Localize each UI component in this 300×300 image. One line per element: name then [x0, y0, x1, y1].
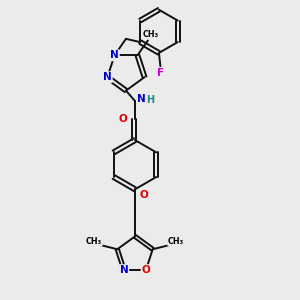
Text: N: N — [137, 94, 146, 104]
Text: O: O — [142, 265, 150, 275]
Text: N: N — [110, 50, 119, 60]
Text: CH₃: CH₃ — [143, 30, 159, 39]
Text: N: N — [120, 265, 128, 275]
Text: H: H — [146, 94, 154, 105]
Text: O: O — [139, 190, 148, 200]
Text: F: F — [158, 68, 165, 78]
Text: CH₃: CH₃ — [168, 237, 184, 246]
Text: CH₃: CH₃ — [86, 237, 102, 246]
Text: O: O — [118, 113, 127, 124]
Text: N: N — [103, 72, 112, 82]
